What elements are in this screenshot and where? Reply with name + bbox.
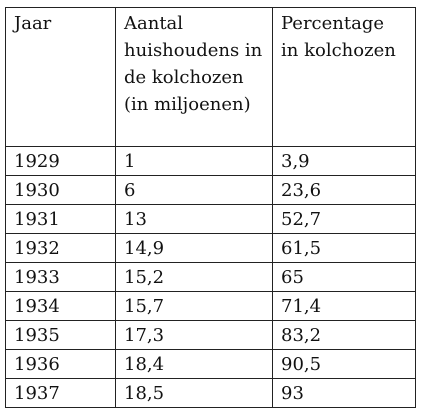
table-row: 1933 15,2 65: [5, 262, 416, 292]
percentage-cell: 3,9: [272, 146, 416, 176]
table-body: Jaar Aantal huishoudens in de kolchozen …: [5, 7, 416, 408]
percentage-cell: 90,5: [272, 349, 416, 379]
table-row: 1932 14,9 61,5: [5, 233, 416, 263]
percentage-cell: 61,5: [272, 233, 416, 263]
percentage-cell: 65: [272, 262, 416, 292]
households-cell: 18,5: [115, 378, 273, 408]
table-row: 1935 17,3 83,2: [5, 320, 416, 350]
table-row: 1929 1 3,9: [5, 146, 416, 176]
header-year: Jaar: [5, 7, 116, 147]
percentage-cell: 71,4: [272, 291, 416, 321]
year-cell: 1930: [5, 175, 116, 205]
table-row: 1936 18,4 90,5: [5, 349, 416, 379]
table-header-row: Jaar Aantal huishoudens in de kolchozen …: [5, 7, 416, 147]
year-cell: 1932: [5, 233, 116, 263]
header-households: Aantal huishoudens in de kolchozen (in m…: [115, 7, 273, 147]
year-cell: 1929: [5, 146, 116, 176]
table-row: 1930 6 23,6: [5, 175, 416, 205]
households-cell: 6: [115, 175, 273, 205]
households-cell: 17,3: [115, 320, 273, 350]
year-cell: 1936: [5, 349, 116, 379]
households-cell: 1: [115, 146, 273, 176]
year-cell: 1937: [5, 378, 116, 408]
households-cell: 18,4: [115, 349, 273, 379]
percentage-cell: 83,2: [272, 320, 416, 350]
year-cell: 1933: [5, 262, 116, 292]
households-cell: 15,2: [115, 262, 273, 292]
year-cell: 1935: [5, 320, 116, 350]
table-row: 1934 15,7 71,4: [5, 291, 416, 321]
percentage-cell: 93: [272, 378, 416, 408]
kolchozen-table: Jaar Aantal huishoudens in de kolchozen …: [5, 7, 416, 408]
percentage-cell: 52,7: [272, 204, 416, 234]
households-cell: 14,9: [115, 233, 273, 263]
table-row: 1931 13 52,7: [5, 204, 416, 234]
households-cell: 15,7: [115, 291, 273, 321]
table-row: 1937 18,5 93: [5, 378, 416, 408]
households-cell: 13: [115, 204, 273, 234]
year-cell: 1931: [5, 204, 116, 234]
percentage-cell: 23,6: [272, 175, 416, 205]
year-cell: 1934: [5, 291, 116, 321]
header-percentage: Percentage in kolchozen: [272, 7, 416, 147]
